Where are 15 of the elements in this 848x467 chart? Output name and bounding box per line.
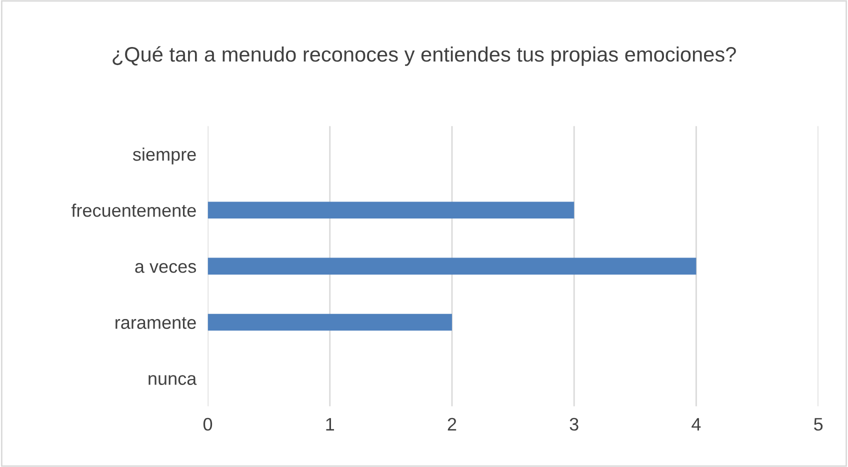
y-tick-label: siempre bbox=[132, 148, 196, 164]
y-tick-label: raramente bbox=[116, 317, 196, 329]
bar bbox=[208, 258, 696, 275]
x-tick-label: 2 bbox=[448, 418, 456, 430]
y-tick-label: frecuentemente bbox=[71, 204, 196, 217]
x-tick-label: 3 bbox=[570, 418, 578, 431]
x-tick-label: 1 bbox=[326, 418, 334, 430]
x-tick-label: 5 bbox=[814, 418, 823, 431]
x-tick-label: 4 bbox=[692, 418, 701, 430]
x-tick-label: 0 bbox=[203, 418, 212, 431]
y-tick-label: a veces bbox=[135, 263, 196, 273]
bar bbox=[208, 202, 574, 219]
y-tick-label: nunca bbox=[148, 375, 197, 385]
chart-title: ¿Qué tan a menudo reconoces y entiendes tus propias emociones? bbox=[112, 46, 736, 66]
bar bbox=[208, 314, 452, 331]
